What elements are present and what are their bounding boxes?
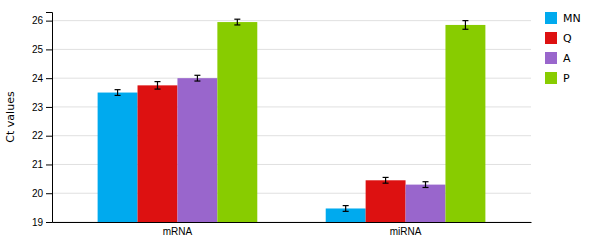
bar xyxy=(177,78,217,222)
tick-mark xyxy=(46,78,52,79)
error-bar xyxy=(343,206,349,212)
legend-swatch xyxy=(545,12,557,24)
error-line xyxy=(425,182,426,188)
legend-swatch xyxy=(545,52,557,64)
grid-line xyxy=(52,20,531,21)
tick-label: 25 xyxy=(32,44,44,55)
legend-swatch xyxy=(545,72,557,84)
error-bar xyxy=(234,19,240,25)
error-cap xyxy=(383,183,389,184)
error-line xyxy=(385,177,386,183)
error-bar xyxy=(154,82,160,89)
legend-label: Q xyxy=(563,32,572,45)
error-bar xyxy=(462,21,468,30)
tick: 26 xyxy=(32,15,52,26)
bar xyxy=(98,93,138,222)
error-bars xyxy=(154,82,388,184)
chart: 19 20 21 22 23 24 25 26 mRNA miRNA Ct values MN QAP xyxy=(0,0,601,248)
bar xyxy=(217,22,257,222)
legend-item: P xyxy=(545,72,570,85)
error-cap xyxy=(423,181,429,182)
error-bar xyxy=(423,182,429,188)
tick-label: 21 xyxy=(32,159,44,170)
tick-mark xyxy=(46,21,52,22)
error-bars xyxy=(234,19,468,29)
tick-label: 23 xyxy=(32,102,44,113)
tick-label: 24 xyxy=(32,73,44,84)
legend: MN QAP xyxy=(545,12,581,85)
tick: 22 xyxy=(32,130,52,141)
error-line xyxy=(117,90,118,96)
axis-line xyxy=(46,13,53,223)
tick-mark xyxy=(46,49,52,50)
tick-mark xyxy=(46,222,52,223)
error-line xyxy=(345,206,346,212)
error-bar xyxy=(383,177,389,183)
tick: 21 xyxy=(32,159,52,170)
error-cap xyxy=(154,81,160,82)
error-cap xyxy=(194,80,200,81)
error-cap xyxy=(462,29,468,30)
error-cap xyxy=(343,205,349,206)
error-cap xyxy=(383,177,389,178)
tick: mRNA xyxy=(163,226,193,237)
grid xyxy=(52,21,531,222)
tick-mark xyxy=(46,193,52,194)
legend-item: A xyxy=(545,52,571,65)
legend-item: Q xyxy=(545,32,572,45)
tick-label: 22 xyxy=(32,130,44,141)
error-line xyxy=(237,19,238,25)
tick-label: 26 xyxy=(32,15,44,26)
axis-line xyxy=(53,222,532,223)
error-line xyxy=(157,82,158,89)
tick-label: 19 xyxy=(32,217,44,228)
bar xyxy=(366,180,406,222)
x-axis: mRNA miRNA xyxy=(53,223,532,238)
error-cap xyxy=(234,24,240,25)
tick-mark xyxy=(46,164,52,165)
tick-mark xyxy=(46,136,52,137)
plot: 19 20 21 22 23 24 25 26 mRNA miRNA xyxy=(32,13,532,238)
tick-mark xyxy=(46,107,52,108)
y-axis: 19 20 21 22 23 24 25 26 xyxy=(32,13,53,228)
error-cap xyxy=(194,75,200,76)
error-line xyxy=(465,21,466,30)
error-bars xyxy=(115,90,349,212)
error-cap xyxy=(154,88,160,89)
error-cap xyxy=(343,211,349,212)
tick: 23 xyxy=(32,102,52,113)
error-cap xyxy=(462,20,468,21)
bar xyxy=(138,85,178,222)
legend-swatch xyxy=(545,32,557,44)
tick: 24 xyxy=(32,73,52,84)
tick: 25 xyxy=(32,44,52,55)
tick: 19 xyxy=(32,217,52,228)
tick: miRNA xyxy=(390,226,422,237)
legend-label: A xyxy=(563,52,571,65)
tick-label: 20 xyxy=(32,188,44,199)
error-bars xyxy=(194,75,428,187)
tick-label: mRNA xyxy=(163,226,193,237)
error-cap xyxy=(423,187,429,188)
legend-label: MN xyxy=(563,12,581,25)
tick: 20 xyxy=(32,188,52,199)
series xyxy=(217,22,485,222)
error-bar xyxy=(194,75,200,81)
error-cap xyxy=(115,95,121,96)
tick-label: miRNA xyxy=(390,226,422,237)
error-cap xyxy=(234,19,240,20)
error-cap xyxy=(115,89,121,90)
legend-item: MN xyxy=(545,12,581,25)
error-bar xyxy=(115,90,121,96)
bar xyxy=(406,185,446,222)
legend-label: P xyxy=(563,72,570,85)
y-axis-title: Ct values xyxy=(4,91,17,143)
bar xyxy=(445,25,485,222)
error-line xyxy=(197,75,198,81)
marks xyxy=(98,19,486,222)
